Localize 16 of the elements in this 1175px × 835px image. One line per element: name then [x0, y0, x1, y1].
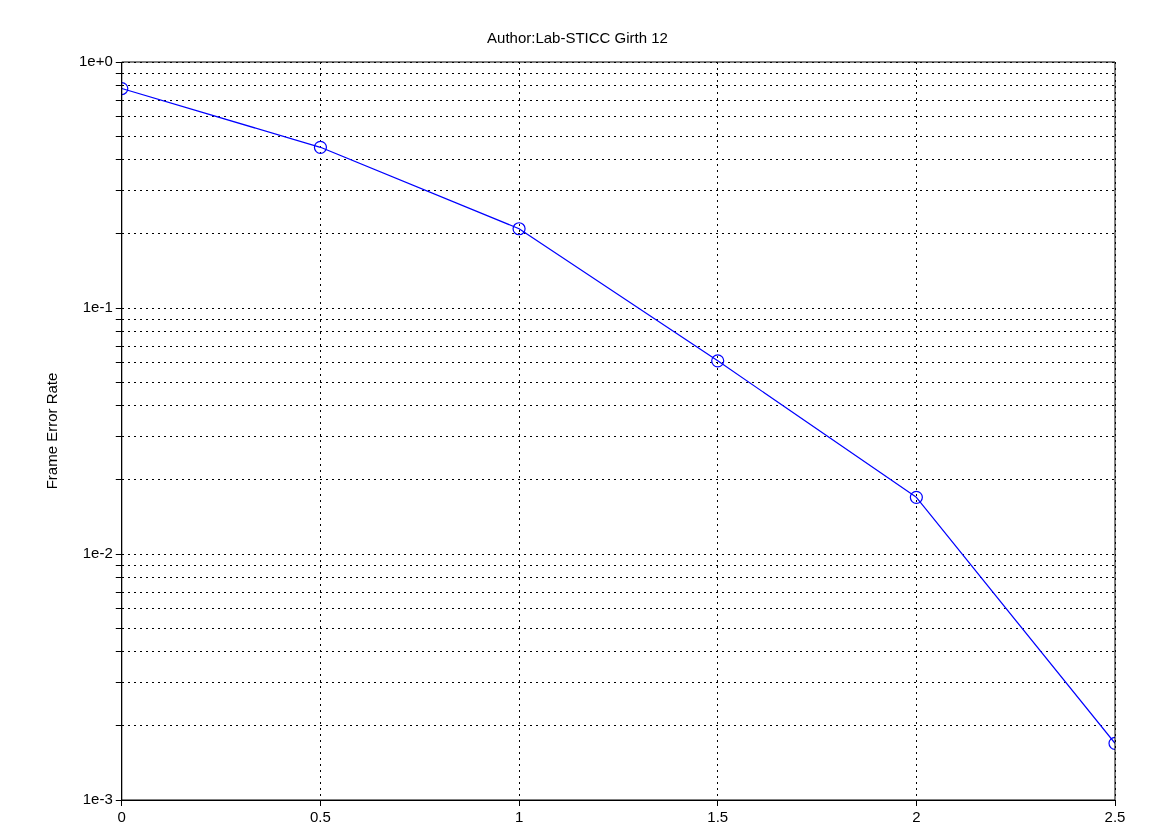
y-axis-title: Frame Error Rate	[43, 372, 61, 490]
point	[313, 140, 328, 154]
x-tick-label: 0	[117, 808, 126, 826]
y-tick-label: 1e-3	[82, 790, 113, 808]
x-tick-label: 1	[514, 808, 524, 826]
y-tick-label: 1e-2	[82, 544, 113, 562]
point	[512, 222, 526, 236]
x-tick-label: 2.5	[1104, 808, 1126, 826]
chart-title: Author:Lab-STICC Girth 12	[487, 29, 668, 47]
y-tick-label: 1e+0	[78, 52, 113, 70]
point	[909, 490, 923, 504]
x-tick-label: 1.5	[707, 808, 729, 826]
x-tick-label: 0.5	[310, 808, 331, 826]
point	[711, 354, 725, 368]
y-tick-label: 1e-1	[82, 298, 113, 316]
x-tick-label: 2	[912, 808, 921, 826]
